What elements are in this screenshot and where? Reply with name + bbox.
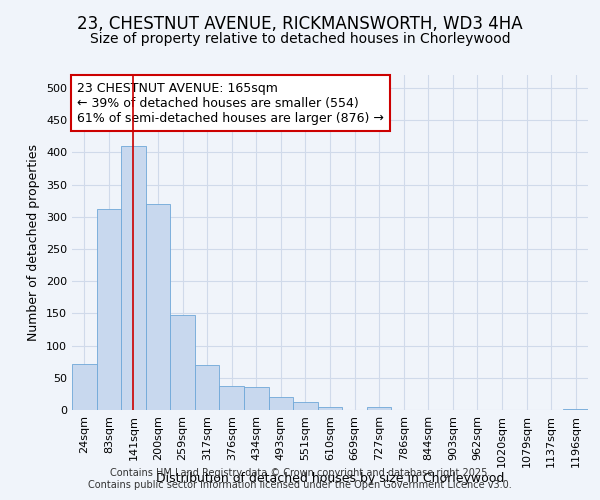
Bar bbox=[293, 402, 318, 410]
Bar bbox=[170, 314, 195, 410]
Bar bbox=[244, 388, 269, 410]
Bar bbox=[367, 407, 391, 410]
Bar bbox=[72, 364, 97, 410]
Bar bbox=[318, 407, 342, 410]
Text: 23 CHESTNUT AVENUE: 165sqm
← 39% of detached houses are smaller (554)
61% of sem: 23 CHESTNUT AVENUE: 165sqm ← 39% of deta… bbox=[77, 82, 384, 124]
Bar bbox=[195, 365, 220, 410]
Text: 23, CHESTNUT AVENUE, RICKMANSWORTH, WD3 4HA: 23, CHESTNUT AVENUE, RICKMANSWORTH, WD3 … bbox=[77, 15, 523, 33]
Bar bbox=[97, 209, 121, 410]
Text: Size of property relative to detached houses in Chorleywood: Size of property relative to detached ho… bbox=[89, 32, 511, 46]
Bar bbox=[220, 386, 244, 410]
Bar bbox=[146, 204, 170, 410]
Text: Contains HM Land Registry data © Crown copyright and database right 2025.
Contai: Contains HM Land Registry data © Crown c… bbox=[88, 468, 512, 490]
X-axis label: Distribution of detached houses by size in Chorleywood: Distribution of detached houses by size … bbox=[156, 472, 504, 486]
Bar bbox=[269, 397, 293, 410]
Y-axis label: Number of detached properties: Number of detached properties bbox=[28, 144, 40, 341]
Bar bbox=[121, 146, 146, 410]
Bar bbox=[563, 408, 588, 410]
